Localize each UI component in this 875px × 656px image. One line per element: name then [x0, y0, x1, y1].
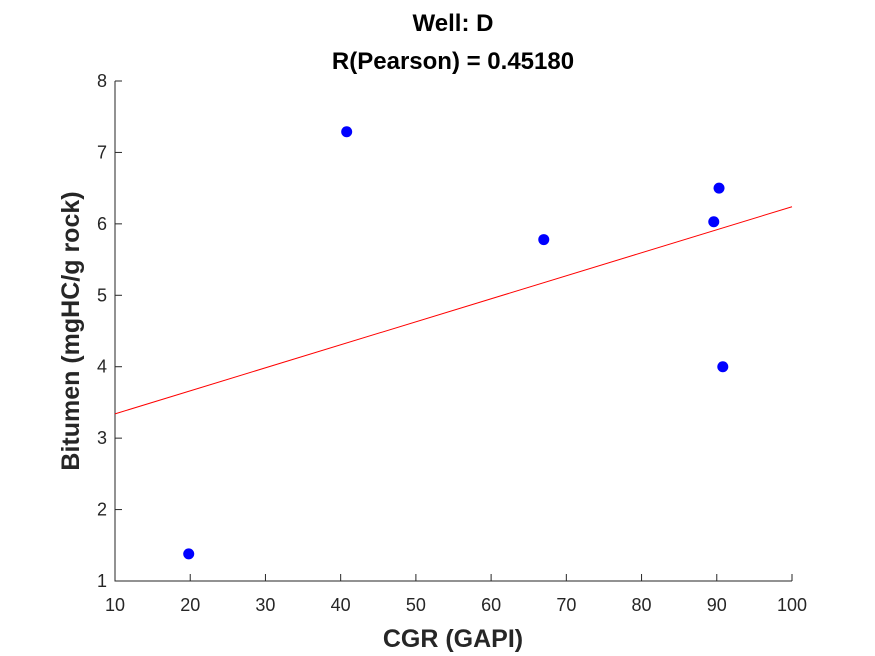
x-axis-ticks: 10 20 30 40 50 60 70 80 90 100 [105, 574, 807, 615]
data-point [183, 548, 195, 560]
data-points [183, 126, 729, 560]
data-point [717, 361, 729, 373]
y-axis-ticks: 1 2 3 4 5 6 7 8 [97, 71, 122, 591]
y-tick-label: 3 [97, 428, 107, 448]
axis-frame [114, 81, 792, 582]
data-point [538, 234, 550, 246]
x-tick-label: 50 [406, 595, 426, 615]
plot-area: 10 20 30 40 50 60 70 80 90 100 1 2 3 4 5 6 7 8 [97, 71, 807, 615]
x-tick-label: 80 [632, 595, 652, 615]
y-tick-label: 5 [97, 285, 107, 305]
x-tick-label: 30 [255, 595, 275, 615]
x-tick-label: 40 [331, 595, 351, 615]
fit-line-group [114, 206, 793, 415]
data-point [708, 216, 720, 228]
x-tick-label: 90 [707, 595, 727, 615]
chart-subtitle: R(Pearson) = 0.45180 [332, 48, 574, 75]
y-axis-label: Bitumen (mgHC/g rock) [57, 191, 85, 470]
y-tick-label: 1 [97, 571, 107, 591]
x-axis-label: CGR (GAPI) [383, 625, 523, 653]
x-tick-label: 60 [481, 595, 501, 615]
y-tick-label: 7 [97, 142, 107, 162]
data-point [713, 182, 725, 194]
x-tick-label: 100 [777, 595, 807, 615]
x-tick-label: 10 [105, 595, 125, 615]
x-tick-label: 20 [180, 595, 200, 615]
fit-line [114, 206, 793, 415]
x-tick-label: 70 [556, 595, 576, 615]
y-tick-label: 4 [97, 357, 107, 377]
chart-title: Well: D [413, 10, 494, 37]
y-tick-label: 6 [97, 214, 107, 234]
y-tick-label: 8 [97, 71, 107, 91]
y-tick-label: 2 [97, 500, 107, 520]
data-point [341, 126, 353, 138]
